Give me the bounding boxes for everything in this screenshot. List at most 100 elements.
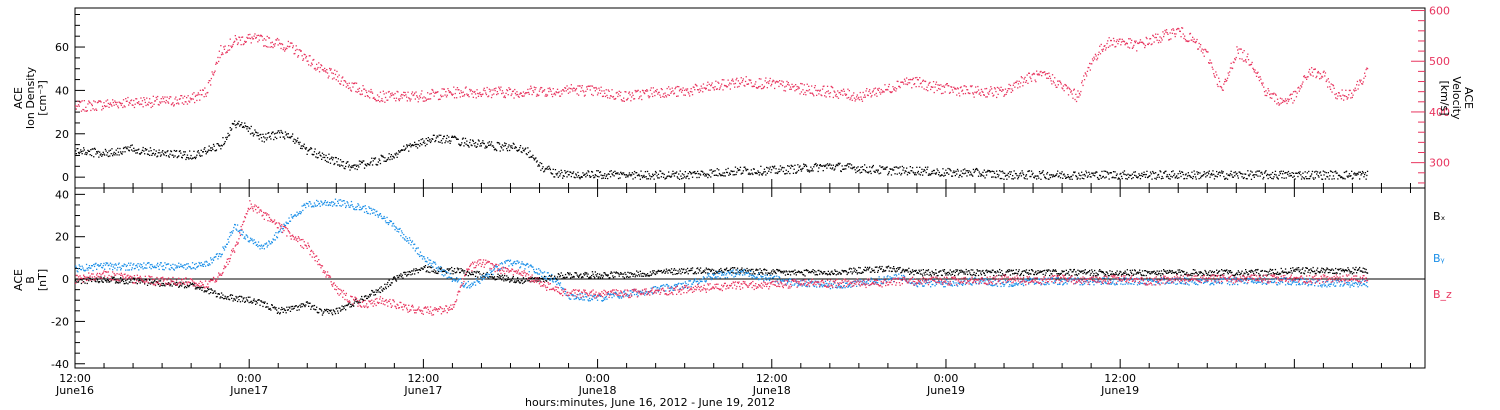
data-point <box>228 299 231 301</box>
data-point <box>741 267 743 269</box>
data-point <box>413 268 415 270</box>
data-point <box>137 149 139 151</box>
data-point <box>152 152 154 154</box>
data-point <box>421 267 423 269</box>
data-point <box>676 273 678 275</box>
data-point <box>545 93 547 96</box>
data-point <box>1355 173 1357 175</box>
data-point <box>372 160 374 162</box>
data-point <box>612 95 615 98</box>
data-point <box>706 84 708 87</box>
data-point <box>151 281 153 283</box>
data-point <box>1122 40 1124 42</box>
data-point <box>982 171 984 173</box>
data-point <box>1102 48 1104 50</box>
data-point <box>731 271 733 273</box>
data-point <box>1344 178 1346 180</box>
data-point <box>795 274 797 276</box>
data-point <box>1310 175 1312 177</box>
data-point <box>414 92 416 94</box>
data-point <box>983 94 985 96</box>
data-point <box>839 272 841 274</box>
data-point <box>1171 176 1173 178</box>
data-point <box>1226 173 1228 175</box>
data-point <box>432 91 435 93</box>
data-point <box>834 166 837 168</box>
data-point <box>504 96 506 99</box>
data-point <box>255 37 257 39</box>
data-point <box>541 162 543 165</box>
data-point <box>1110 39 1112 42</box>
data-point <box>1148 42 1150 44</box>
data-point <box>1231 176 1234 178</box>
data-point <box>1139 174 1141 177</box>
data-point <box>355 165 358 167</box>
data-point <box>945 169 947 171</box>
data-point <box>418 98 420 100</box>
data-point <box>1051 176 1054 178</box>
data-point <box>578 176 580 179</box>
data-point <box>672 273 674 276</box>
data-point <box>479 273 481 275</box>
data-point <box>473 271 475 273</box>
data-point <box>1031 269 1033 271</box>
data-point <box>1205 176 1207 178</box>
data-point <box>778 85 780 88</box>
data-point <box>551 173 553 175</box>
data-point <box>1013 170 1015 172</box>
data-point <box>705 267 707 269</box>
data-point <box>112 101 114 104</box>
data-point <box>146 148 148 151</box>
data-point <box>954 274 956 277</box>
data-point <box>959 174 962 176</box>
data-point <box>829 163 831 165</box>
data-point <box>684 94 686 96</box>
data-point <box>281 43 284 46</box>
data-point <box>646 273 649 275</box>
data-point <box>140 97 142 99</box>
data-point <box>996 86 999 89</box>
data-point <box>130 279 132 281</box>
data-point <box>899 266 901 269</box>
data-point <box>791 270 793 272</box>
data-point <box>437 98 440 101</box>
data-point <box>847 272 849 274</box>
data-point <box>940 175 942 177</box>
data-point <box>337 164 339 166</box>
data-point <box>917 79 919 81</box>
data-point <box>399 151 401 153</box>
data-point <box>949 269 951 271</box>
data-point <box>861 272 863 274</box>
data-point <box>1038 271 1041 273</box>
data-point <box>966 271 968 273</box>
data-point <box>1226 77 1229 79</box>
data-point <box>1337 178 1339 180</box>
data-point <box>511 277 514 279</box>
data-point <box>551 274 553 276</box>
data-point <box>965 268 967 271</box>
data-point <box>699 174 702 176</box>
data-point <box>816 90 819 92</box>
data-point <box>702 83 705 85</box>
data-point <box>834 269 836 271</box>
data-point <box>161 282 163 285</box>
data-point <box>1357 173 1359 175</box>
data-point <box>95 153 97 155</box>
data-point <box>131 104 133 106</box>
data-point <box>761 84 763 86</box>
data-point <box>853 97 856 99</box>
data-point <box>623 277 625 279</box>
data-point <box>106 281 108 283</box>
data-point <box>299 304 301 306</box>
data-point <box>859 91 861 94</box>
data-point <box>758 78 760 80</box>
data-point <box>1302 81 1304 83</box>
data-point <box>1284 172 1286 174</box>
data-point <box>835 93 837 96</box>
data-point <box>1334 93 1336 96</box>
data-point <box>1011 88 1013 90</box>
data-point <box>822 85 824 88</box>
data-point <box>582 172 584 174</box>
data-point <box>215 150 217 152</box>
data-point <box>141 100 144 102</box>
